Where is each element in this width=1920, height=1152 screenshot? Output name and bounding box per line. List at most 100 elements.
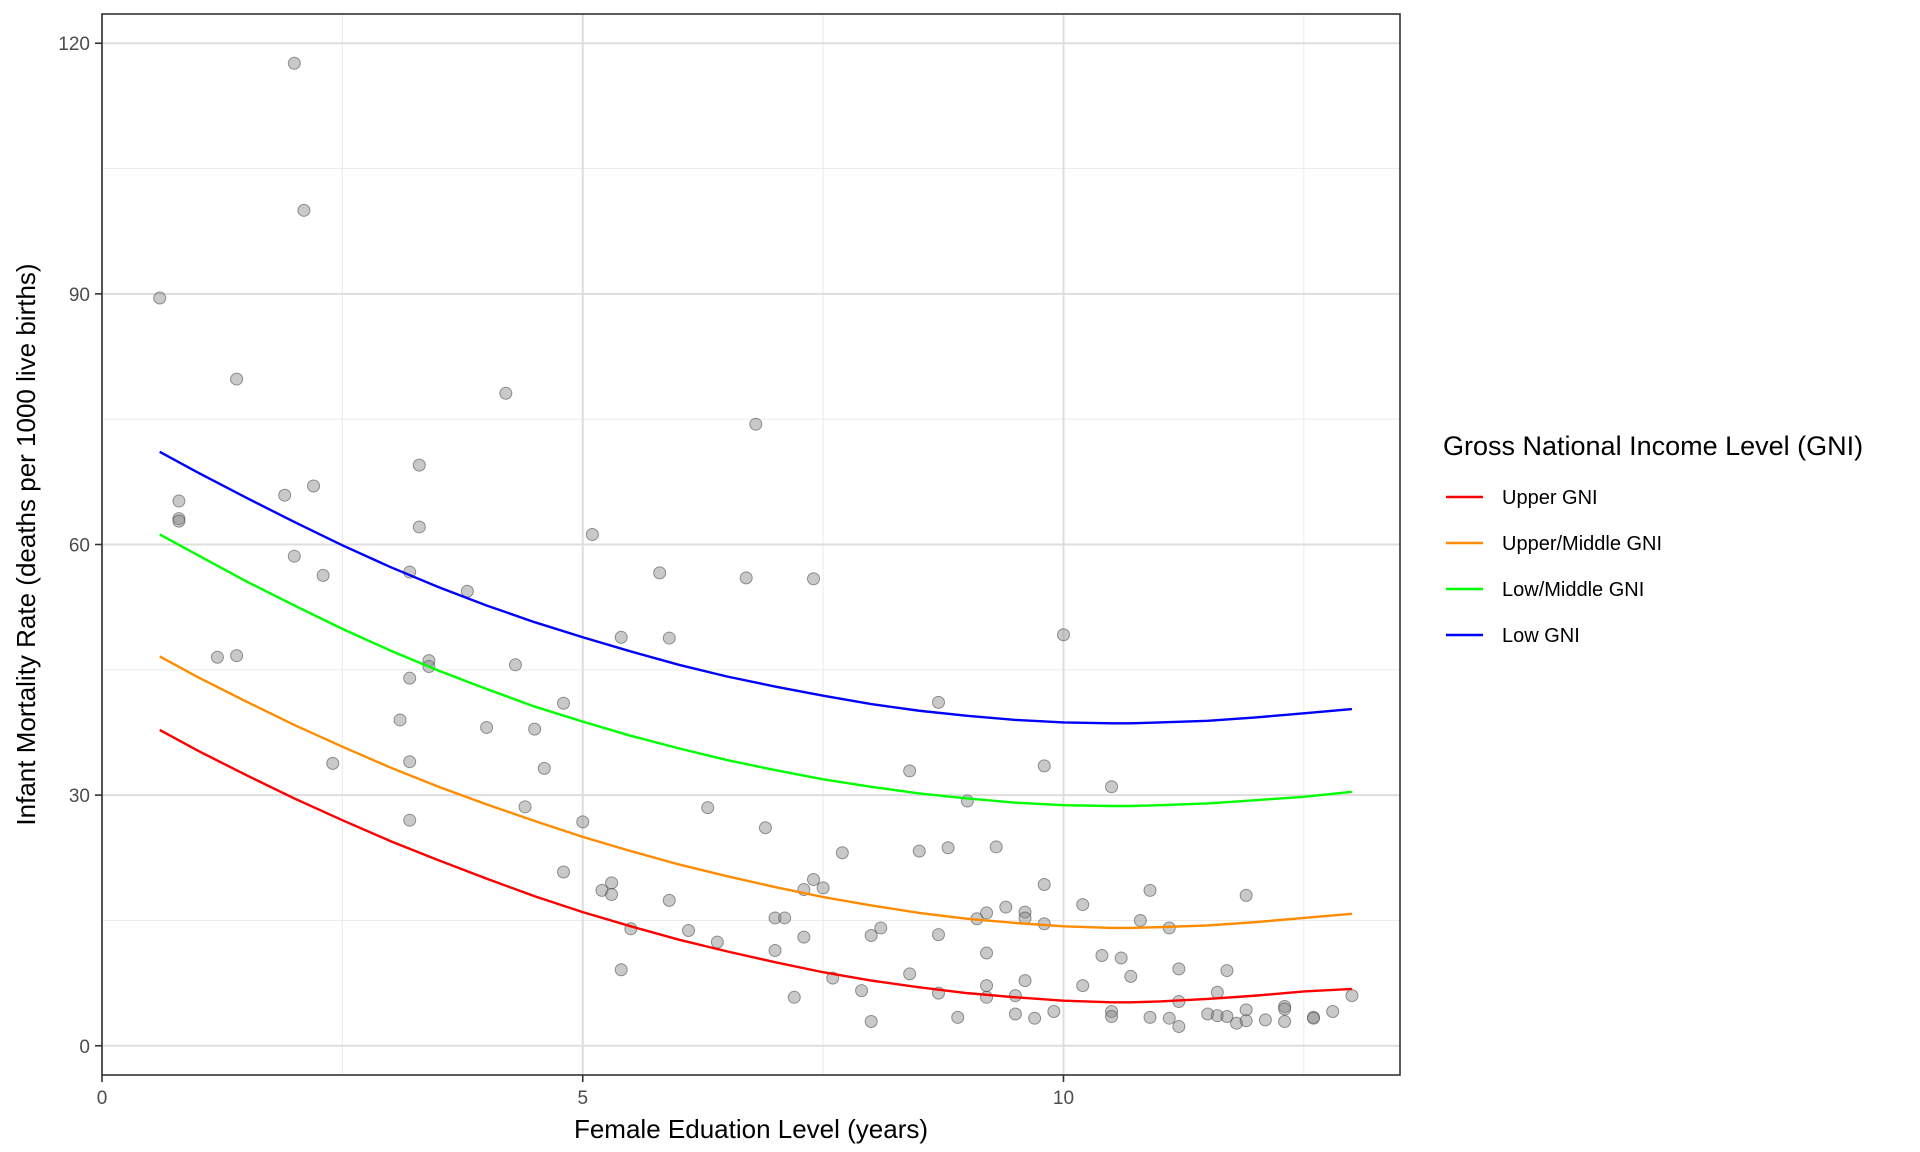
data-point (1037, 759, 1051, 773)
data-point (1230, 1016, 1244, 1030)
data-point (758, 821, 772, 835)
data-point (1037, 878, 1051, 892)
data-point (1326, 1005, 1340, 1019)
data-point (864, 1015, 878, 1029)
data-point (278, 488, 292, 502)
data-point (1018, 974, 1032, 988)
data-point (1172, 1020, 1186, 1034)
data-point (1201, 1007, 1215, 1021)
legend-label: Upper/Middle GNI (1502, 533, 1662, 555)
data-point (749, 417, 763, 431)
data-point (1095, 949, 1109, 963)
data-point (557, 865, 571, 879)
series-line-low-gni (159, 450, 1353, 725)
data-point (1133, 913, 1147, 927)
gridlines (101, 14, 1400, 1075)
data-point (941, 841, 955, 855)
x-axis-title: Female Eduation Level (years) (574, 1114, 928, 1144)
data-point (412, 520, 426, 534)
data-point (326, 756, 340, 770)
data-point (1028, 1011, 1042, 1025)
legend-item: Upper/Middle GNI (1446, 533, 1662, 555)
data-point (557, 696, 571, 710)
data-point (653, 566, 667, 580)
legend-item: Low/Middle GNI (1446, 579, 1644, 601)
data-point (1172, 962, 1186, 976)
y-axis-title: Infant Mortality Rate (deaths per 1000 l… (11, 263, 41, 825)
data-point (806, 572, 820, 586)
data-point (912, 844, 926, 858)
data-point (1008, 989, 1022, 1003)
y-tick-label: 120 (58, 34, 90, 55)
data-point (230, 649, 244, 663)
data-point (787, 990, 801, 1004)
data-point (1105, 1005, 1119, 1019)
data-point (297, 203, 311, 217)
data-point (403, 755, 417, 769)
data-point (931, 928, 945, 942)
data-point (614, 630, 628, 644)
data-point (778, 911, 792, 925)
series-line-upper-middle-gni (159, 655, 1353, 930)
data-point (960, 794, 974, 808)
x-tick-label: 5 (577, 1088, 588, 1109)
data-point (537, 761, 551, 775)
data-point (1124, 969, 1138, 983)
data-point (816, 881, 830, 895)
data-point (980, 979, 994, 993)
data-point (403, 813, 417, 827)
data-point (1210, 985, 1224, 999)
data-point (576, 815, 590, 829)
data-point (393, 713, 407, 727)
data-point (210, 650, 224, 664)
data-point (1105, 1010, 1119, 1024)
data-point (316, 568, 330, 582)
data-point (739, 571, 753, 585)
data-point (1143, 883, 1157, 897)
data-point (1210, 1009, 1224, 1023)
legend-title: Gross National Income Level (GNI) (1443, 431, 1863, 461)
data-point (980, 906, 994, 920)
data-point (1008, 1007, 1022, 1021)
y-tick-label: 90 (69, 285, 90, 306)
data-point (682, 923, 696, 937)
data-point (1278, 1002, 1292, 1016)
fit-lines (159, 450, 1353, 1004)
y-tick-label: 0 (79, 1037, 90, 1058)
data-point (230, 372, 244, 386)
data-point (1345, 989, 1359, 1003)
data-point (1220, 1010, 1234, 1024)
data-point (903, 764, 917, 778)
data-point (287, 56, 301, 70)
data-point (1278, 1015, 1292, 1029)
x-tick-label: 10 (1053, 1088, 1074, 1109)
data-point (903, 967, 917, 981)
data-point (1143, 1010, 1157, 1024)
y-tick-label: 60 (69, 536, 90, 557)
data-point (662, 893, 676, 907)
axes: 0 5 10 0 30 60 90 120 (58, 34, 1074, 1109)
scatter-points (153, 56, 1359, 1034)
data-point (701, 801, 715, 815)
data-point (874, 921, 888, 935)
data-point (1114, 951, 1128, 965)
data-point (614, 963, 628, 977)
data-point (662, 631, 676, 645)
data-point (172, 494, 186, 508)
data-point (1162, 1011, 1176, 1025)
data-point (1258, 1013, 1272, 1027)
data-point (1239, 888, 1253, 902)
data-point (980, 990, 994, 1004)
data-point (768, 944, 782, 958)
data-point (989, 840, 1003, 854)
legend-item: Low GNI (1446, 625, 1580, 647)
data-point (1220, 964, 1234, 978)
data-point (1239, 1003, 1253, 1017)
data-point (864, 928, 878, 942)
data-point (1306, 1011, 1320, 1025)
data-point (499, 386, 513, 400)
data-point (806, 873, 820, 887)
data-point (1047, 1005, 1061, 1019)
